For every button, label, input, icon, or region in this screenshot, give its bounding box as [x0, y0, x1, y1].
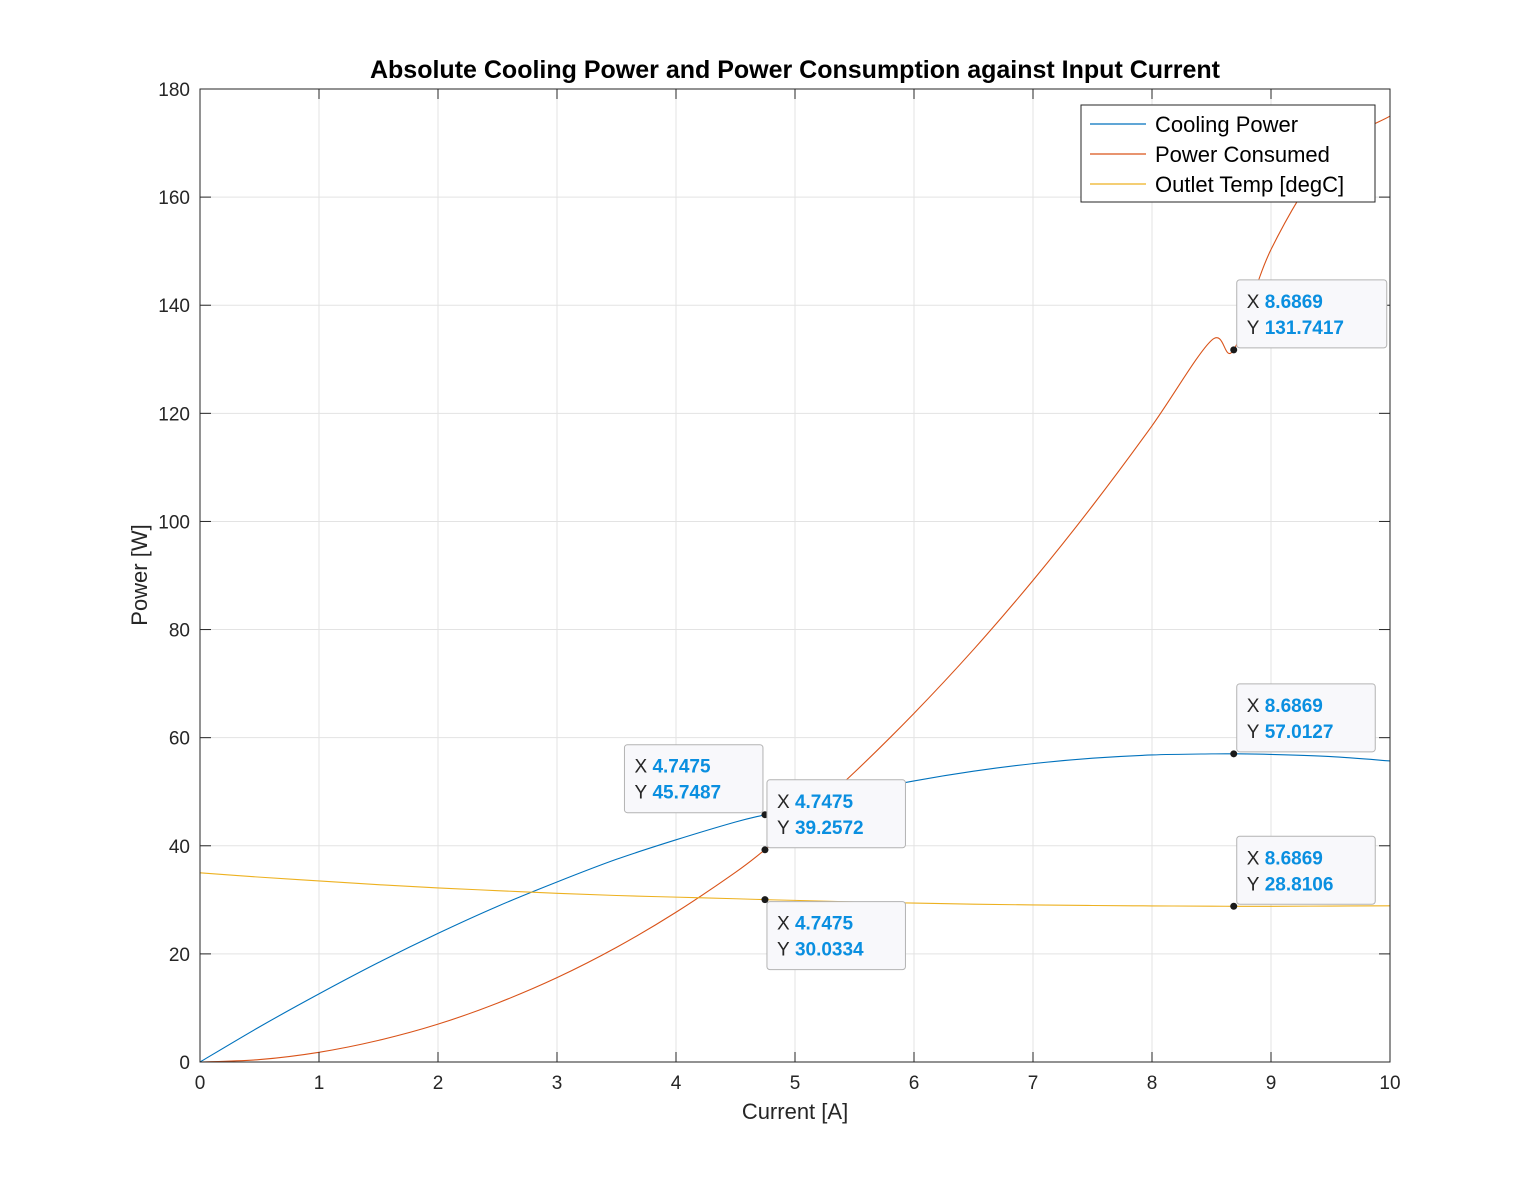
series-line-power-consumed [199, 115, 1391, 1063]
datatip-box [623, 744, 764, 814]
datatip-marker[interactable] [1230, 750, 1238, 758]
datatip-y-prefix: Y [634, 783, 647, 804]
datatip-marker[interactable] [761, 846, 769, 854]
y-axis-label: Power [W] [127, 524, 152, 625]
y-tick-label: 100 [158, 512, 190, 533]
datatip-y-value: 28.8106 [1265, 874, 1334, 895]
x-tick-label: 10 [1379, 1073, 1400, 1094]
datatip-x-prefix: X [1247, 292, 1260, 313]
y-tick-label: 0 [179, 1053, 190, 1074]
datatip-y-value: 39.2572 [795, 818, 864, 839]
datatip-box [1236, 683, 1376, 753]
legend-label-cooling-power[interactable]: Cooling Power [1155, 112, 1298, 137]
datatip-x-prefix: X [1247, 696, 1260, 717]
legend[interactable]: Cooling Power Power Consumed Outlet Temp [… [1080, 104, 1376, 203]
datatip-y-prefix: Y [1247, 318, 1260, 339]
datatip-marker[interactable] [1230, 346, 1238, 354]
chart-title: Absolute Cooling Power and Power Consump… [370, 56, 1221, 84]
legend-label-power-consumed[interactable]: Power Consumed [1155, 142, 1330, 167]
x-tick-label: 5 [790, 1073, 801, 1094]
datatip-y-prefix: Y [777, 818, 790, 839]
datatip-x-value: 8.6869 [1265, 292, 1323, 313]
x-tick-label: 2 [433, 1073, 444, 1094]
datatip-x-prefix: X [777, 792, 790, 813]
datatip-marker[interactable] [761, 896, 769, 904]
datatip-x-prefix: X [634, 757, 647, 778]
datatip-y-value: 30.0334 [795, 940, 864, 961]
datatip-box [766, 901, 906, 971]
x-tick-label: 8 [1147, 1073, 1158, 1094]
datatip-x-value: 4.7475 [652, 757, 711, 778]
x-axis-label: Current [A] [742, 1099, 848, 1124]
datatip-y-prefix: Y [1247, 874, 1260, 895]
datatip-box [1236, 279, 1388, 349]
y-tick-label: 60 [169, 729, 190, 750]
x-tick-label: 3 [552, 1073, 563, 1094]
datatip-x-prefix: X [1247, 848, 1260, 869]
datatip-y-prefix: Y [777, 940, 790, 961]
datatip-x-value: 8.6869 [1265, 848, 1323, 869]
datatip-box [1236, 835, 1376, 905]
datatip-y-value: 45.7487 [652, 783, 721, 804]
datatip-x-value: 4.7475 [795, 914, 854, 935]
y-tick-label: 180 [158, 80, 190, 101]
datatip-x-value: 8.6869 [1265, 696, 1323, 717]
y-tick-label: 80 [169, 621, 190, 642]
series-line-outlet-temp-degc [199, 872, 1391, 907]
datatip-box [766, 779, 906, 849]
x-tick-label: 9 [1266, 1073, 1277, 1094]
datatip-y-value: 131.7417 [1265, 318, 1344, 339]
x-tick-label: 1 [314, 1073, 325, 1094]
y-tick-label: 140 [158, 296, 190, 317]
datatip-x-prefix: X [777, 914, 790, 935]
x-tick-label: 6 [909, 1073, 920, 1094]
y-tick-label: 160 [158, 188, 190, 209]
y-tick-label: 120 [158, 404, 190, 425]
datatip-y-prefix: Y [1247, 722, 1260, 743]
legend-label-outlet-temp-degc[interactable]: Outlet Temp [degC] [1155, 172, 1344, 197]
x-tick-label: 4 [671, 1073, 682, 1094]
x-tick-label: 7 [1028, 1073, 1039, 1094]
y-tick-label: 20 [169, 945, 190, 966]
datatip-x-value: 4.7475 [795, 792, 854, 813]
x-tick-label: 0 [195, 1073, 206, 1094]
datatip-y-value: 57.0127 [1265, 722, 1334, 743]
y-tick-label: 40 [169, 837, 190, 858]
datatip-marker[interactable] [1230, 902, 1238, 910]
